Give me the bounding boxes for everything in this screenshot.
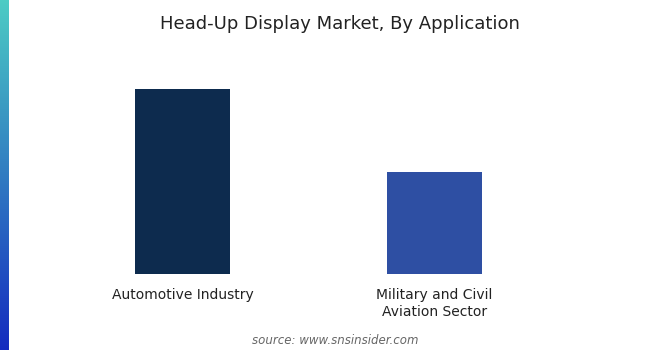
Text: source: www.snsinsider.com: source: www.snsinsider.com — [252, 334, 418, 346]
Text: Automotive Industry: Automotive Industry — [112, 288, 253, 302]
Bar — [135, 89, 230, 274]
Title: Head-Up Display Market, By Application: Head-Up Display Market, By Application — [160, 15, 520, 33]
Bar — [387, 172, 482, 274]
Text: Military and Civil
Aviation Sector: Military and Civil Aviation Sector — [377, 288, 492, 318]
